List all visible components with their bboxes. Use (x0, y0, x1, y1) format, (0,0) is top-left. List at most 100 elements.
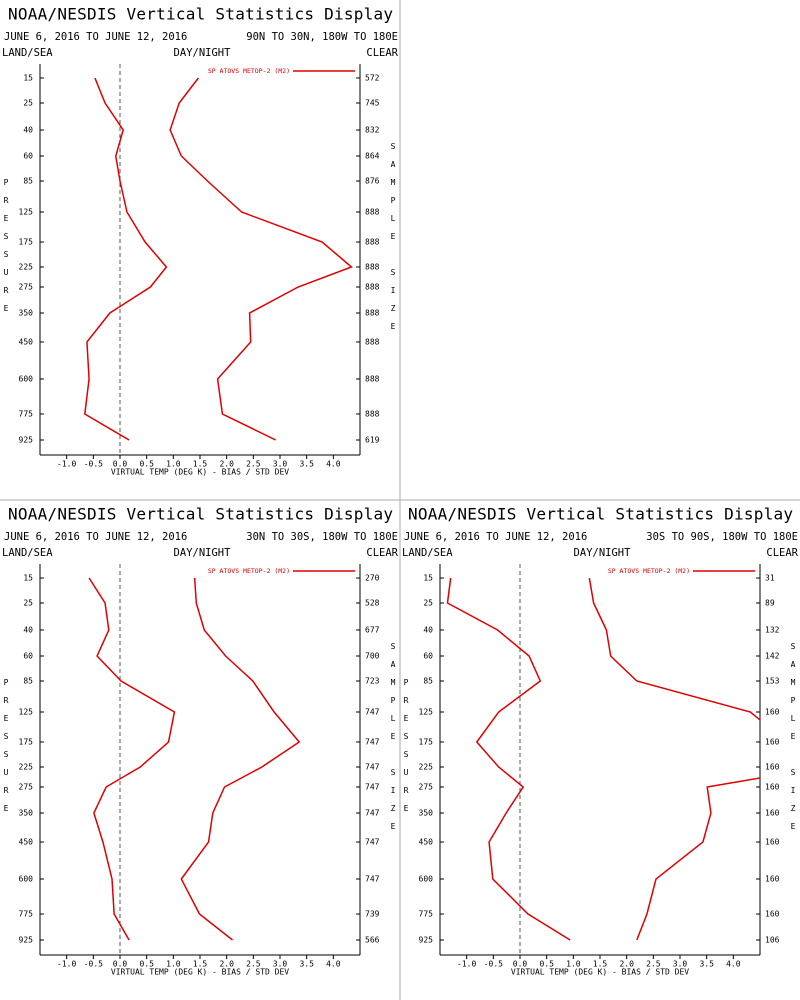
sample-size: 566 (365, 936, 380, 945)
x-tick-label: -0.5 (484, 960, 503, 969)
pressure-label: 60 (23, 652, 33, 661)
x-tick-label: 1.0 (566, 960, 581, 969)
x-tick-label: 0.0 (513, 960, 528, 969)
x-tick-label: 4.0 (326, 960, 341, 969)
pressure-label: 925 (19, 436, 34, 445)
pressure-label: 225 (19, 263, 34, 272)
x-tick-label: 0.5 (139, 960, 154, 969)
sample-size: 160 (765, 838, 780, 847)
header: DAY/NIGHT (174, 47, 232, 59)
pressure-label: 275 (419, 783, 434, 792)
sample-size: 160 (765, 875, 780, 884)
region: 30S TO 90S, 180W TO 180E (646, 531, 798, 543)
sample-size: 888 (365, 338, 380, 347)
sample-size: 876 (365, 177, 380, 186)
pressure-label: 350 (19, 809, 34, 818)
header: LAND/SEA (2, 547, 53, 559)
x-tick-label: 2.0 (619, 960, 634, 969)
pressure-label: 125 (19, 708, 34, 717)
pressure-label: 450 (19, 838, 34, 847)
header: DAY/NIGHT (174, 547, 232, 559)
series-line (588, 577, 760, 941)
sample-size: 142 (765, 652, 780, 661)
x-tick-label: 3.5 (299, 960, 314, 969)
header: LAND/SEA (402, 547, 453, 559)
sample-size: 528 (365, 599, 380, 608)
sample-size: 160 (765, 910, 780, 919)
x-tick-label: 4.0 (326, 460, 341, 469)
x-tick-label: 3.0 (273, 460, 288, 469)
x-tick-label: -0.5 (84, 960, 103, 969)
pressure-label: 25 (23, 99, 33, 108)
series-line (446, 577, 571, 941)
legend-label: SP ATOVS METOP-2 (M2) (208, 67, 290, 75)
pressure-label: 85 (23, 677, 33, 686)
x-tick-label: 2.0 (219, 460, 234, 469)
pressure-label: 775 (19, 910, 34, 919)
pressure-label: 15 (23, 574, 33, 583)
x-tick-label: 2.0 (219, 960, 234, 969)
pressure-label: 225 (419, 763, 434, 772)
pressure-label: 925 (419, 936, 434, 945)
sample-size: 619 (365, 436, 380, 445)
x-tick-label: 4.0 (726, 960, 741, 969)
sample-size: 270 (365, 574, 380, 583)
series-line (169, 77, 353, 441)
sample-size: 888 (365, 375, 380, 384)
date-range: JUNE 6, 2016 TO JUNE 12, 2016 (4, 31, 187, 43)
sample-size: 747 (365, 875, 380, 884)
x-tick-label: -0.5 (84, 460, 103, 469)
sample-size: 747 (365, 708, 380, 717)
pressure-label: 600 (19, 875, 34, 884)
x-axis-label: VIRTUAL TEMP (DEG K) - BIAS / STD DEV (111, 468, 289, 477)
sample-size: 745 (365, 99, 380, 108)
pressure-label: 175 (19, 238, 34, 247)
sample-size: 89 (765, 599, 775, 608)
pressure-label: 85 (423, 677, 433, 686)
sample-size: 888 (365, 208, 380, 217)
sample-size: 739 (365, 910, 380, 919)
sample-size: 132 (765, 626, 780, 635)
pressure-label: 125 (19, 208, 34, 217)
pressure-label: 925 (19, 936, 34, 945)
sample-size: 31 (765, 574, 775, 583)
header: CLEAR (366, 547, 398, 559)
x-tick-label: 1.0 (166, 960, 181, 969)
panel-title: NOAA/NESDIS Vertical Statistics Display (8, 505, 393, 524)
x-tick-label: -1.0 (57, 960, 76, 969)
sample-size: 888 (365, 410, 380, 419)
pressure-label: 600 (419, 875, 434, 884)
sample-size: 888 (365, 263, 380, 272)
pressure-label: 775 (419, 910, 434, 919)
sample-size: 747 (365, 738, 380, 747)
pressure-label: 450 (19, 338, 34, 347)
header: LAND/SEA (2, 47, 53, 59)
panel-title: NOAA/NESDIS Vertical Statistics Display (408, 505, 793, 524)
series-line (88, 577, 176, 941)
legend-label: SP ATOVS METOP-2 (M2) (208, 567, 290, 575)
x-tick-label: 1.5 (593, 960, 608, 969)
pressure-label: 225 (19, 763, 34, 772)
x-tick-label: 1.0 (166, 460, 181, 469)
pressure-label: 15 (423, 574, 433, 583)
sample-size: 160 (765, 738, 780, 747)
pressure-label: 175 (19, 738, 34, 747)
pressure-label: 450 (419, 838, 434, 847)
sample-size: 747 (365, 763, 380, 772)
sample-size: 888 (365, 283, 380, 292)
panel: NOAA/NESDIS Vertical Statistics Display J… (2, 5, 399, 477)
series-line (180, 577, 301, 941)
header: CLEAR (366, 47, 398, 59)
pressure-label: 275 (19, 783, 34, 792)
pressure-label: 350 (19, 309, 34, 318)
panel-title: NOAA/NESDIS Vertical Statistics Display (8, 5, 393, 24)
pressure-label: 25 (23, 599, 33, 608)
x-tick-label: 2.5 (646, 960, 661, 969)
x-tick-label: 0.0 (113, 460, 128, 469)
